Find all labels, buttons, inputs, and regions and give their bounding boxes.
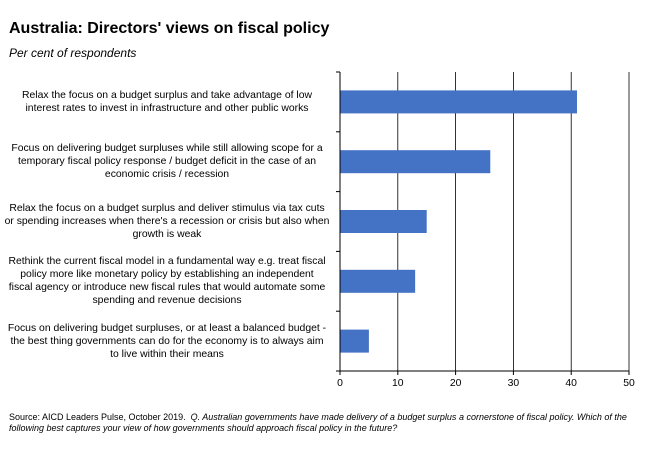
x-tick-label: 30 xyxy=(507,378,520,389)
x-tick-label: 10 xyxy=(392,378,404,389)
category-label-line: Relax the focus on a budget surplus and … xyxy=(22,89,312,101)
category-label-line: Focus on delivering budget surpluses whi… xyxy=(11,143,323,155)
category-label-line: the best thing governments can do for th… xyxy=(10,335,324,347)
category-label-line: Rethink the current fiscal model in a fu… xyxy=(8,256,326,268)
category-label-line: spending and revenue decisions xyxy=(92,295,242,307)
category-label-line: Focus on delivering budget surpluses, or… xyxy=(7,322,327,334)
x-tick-label: 20 xyxy=(449,378,462,389)
category-label: Focus on delivering budget surpluses, or… xyxy=(2,322,332,361)
source-note: Source: AICD Leaders Pulse, October 2019… xyxy=(9,412,641,434)
bar xyxy=(340,150,491,174)
category-label-line: policy more like monetary policy by esta… xyxy=(20,269,314,281)
chart-subtitle: Per cent of respondents xyxy=(9,46,137,60)
category-label-line: growth is weak xyxy=(132,229,202,240)
category-label-line: economic crisis / recession xyxy=(104,169,230,181)
category-label: Rethink the current fiscal model in a fu… xyxy=(2,255,332,307)
category-label-line: to live within their means xyxy=(110,348,224,360)
category-label-line: Relax the focus on a budget surplus and … xyxy=(9,203,325,214)
category-label: Relax the focus on a budget surplus and … xyxy=(2,89,332,115)
x-tick-label: 50 xyxy=(623,378,635,389)
category-label-line: interest rates to invest in infrastructu… xyxy=(25,102,309,114)
source-text: Source: AICD Leaders Pulse, October 2019… xyxy=(9,412,186,422)
x-tick-label: 0 xyxy=(337,378,343,389)
category-label-line: temporary fiscal policy response / budge… xyxy=(17,156,317,168)
bar xyxy=(340,269,416,293)
category-label-line: or spending increases when there's a rec… xyxy=(4,216,330,227)
bar xyxy=(340,329,369,353)
bar xyxy=(340,90,577,114)
category-label-line: fiscal agency or introduce new fiscal ru… xyxy=(8,282,326,294)
category-label: Relax the focus on a budget surplus and … xyxy=(2,202,332,241)
source-question: Q. Australian governments have made deli… xyxy=(9,412,627,433)
bar xyxy=(340,210,427,233)
chart-title: Australia: Directors' views on fiscal po… xyxy=(9,20,330,37)
category-label: Focus on delivering budget surpluses whi… xyxy=(2,142,332,181)
x-tick-label: 40 xyxy=(565,378,577,389)
